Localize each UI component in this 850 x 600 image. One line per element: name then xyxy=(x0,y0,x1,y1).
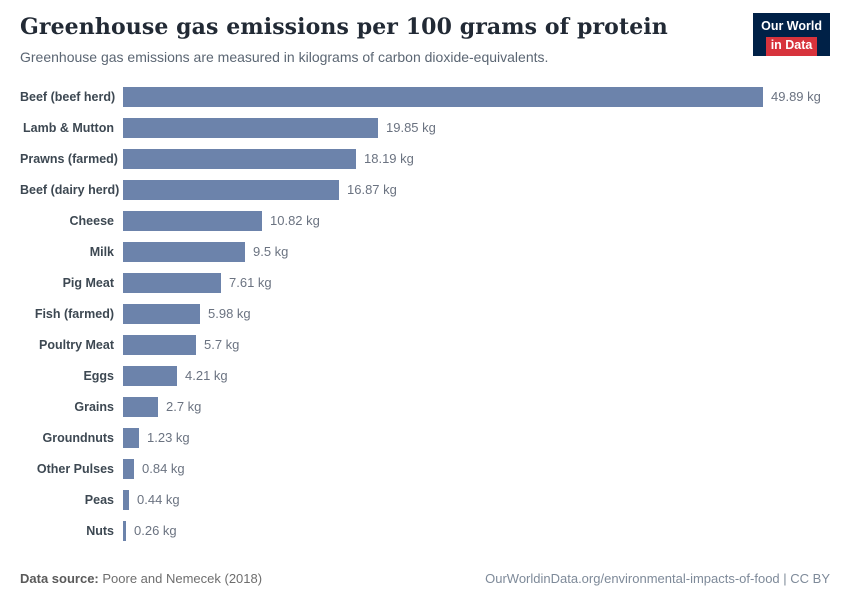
bar-zone: 5.7 kg xyxy=(123,334,830,355)
bar[interactable] xyxy=(123,86,763,107)
bar-category-label: Lamb & Mutton xyxy=(23,120,114,135)
bar-category-label: Beef (beef herd) xyxy=(20,89,116,104)
bar-value-label: 4.21 kg xyxy=(185,368,228,383)
bar[interactable] xyxy=(123,396,158,417)
bar-value-label: 0.44 kg xyxy=(137,492,180,507)
bar-value-label: 5.98 kg xyxy=(208,306,251,321)
bar-category-label: Poultry Meat xyxy=(38,337,114,352)
bar-row: Beef (dairy herd) 16.87 kg xyxy=(20,174,830,205)
bar-category-label: Nuts xyxy=(86,523,114,538)
bar-value-label: 0.26 kg xyxy=(134,523,177,538)
bar[interactable] xyxy=(123,334,196,355)
bar-zone: 7.61 kg xyxy=(123,272,830,293)
chart-header: Greenhouse gas emissions per 100 grams o… xyxy=(20,13,830,65)
bar-category-label: Eggs xyxy=(83,368,114,383)
bar-value-label: 19.85 kg xyxy=(386,120,436,135)
bar-category-label: Pig Meat xyxy=(62,275,114,290)
bar[interactable] xyxy=(123,241,245,262)
bar-value-label: 0.84 kg xyxy=(142,461,185,476)
data-source-label: Data source: xyxy=(20,571,99,586)
owid-logo-line1: Our World xyxy=(761,19,822,33)
bar-category-label: Other Pulses xyxy=(36,461,114,476)
data-source: Data source: Poore and Nemecek (2018) xyxy=(20,571,262,586)
owid-logo-line2: in Data xyxy=(765,36,818,57)
bar-row: Other Pulses 0.84 kg xyxy=(20,453,830,484)
bar-zone: 5.98 kg xyxy=(123,303,830,324)
bar-value-label: 10.82 kg xyxy=(270,213,320,228)
bar-zone: 0.26 kg xyxy=(123,520,830,541)
bar-zone: 19.85 kg xyxy=(123,117,830,138)
bar-row: Nuts 0.26 kg xyxy=(20,515,830,546)
credit-link[interactable]: OurWorldinData.org/environmental-impacts… xyxy=(485,571,830,586)
bar-row: Pig Meat 7.61 kg xyxy=(20,267,830,298)
bar-zone: 4.21 kg xyxy=(123,365,830,386)
bar-rows: Beef (beef herd) 49.89 kg Lamb & Mutton 19.… xyxy=(20,81,830,546)
bar-zone: 16.87 kg xyxy=(123,179,830,200)
bar-row: Grains 2.7 kg xyxy=(20,391,830,422)
bar-zone: 9.5 kg xyxy=(123,241,830,262)
bar-value-label: 2.7 kg xyxy=(166,399,202,414)
bar-category-label: Cheese xyxy=(69,213,114,228)
bar-row: Fish (farmed) 5.98 kg xyxy=(20,298,830,329)
bar[interactable] xyxy=(123,458,134,479)
bar[interactable] xyxy=(123,210,262,231)
bar[interactable] xyxy=(123,179,339,200)
bar-category-label: Grains xyxy=(74,399,114,414)
bar-zone: 0.44 kg xyxy=(123,489,830,510)
bar-value-label: 1.23 kg xyxy=(147,430,190,445)
bar-value-label: 5.7 kg xyxy=(204,337,240,352)
bar-row: Peas 0.44 kg xyxy=(20,484,830,515)
bar-zone: 49.89 kg xyxy=(123,86,830,107)
bar-value-label: 16.87 kg xyxy=(347,182,397,197)
bar-row: Eggs 4.21 kg xyxy=(20,360,830,391)
bar[interactable] xyxy=(123,303,200,324)
bar-row: Milk 9.5 kg xyxy=(20,236,830,267)
bar-zone: 0.84 kg xyxy=(123,458,830,479)
bar-value-label: 9.5 kg xyxy=(253,244,289,259)
bar-row: Prawns (farmed) 18.19 kg xyxy=(20,143,830,174)
bar-row: Poultry Meat 5.7 kg xyxy=(20,329,830,360)
data-source-text: Poore and Nemecek (2018) xyxy=(98,571,263,586)
bar-zone: 18.19 kg xyxy=(123,148,830,169)
chart-footer: Data source: Poore and Nemecek (2018) Ou… xyxy=(20,571,830,586)
bar-category-label: Milk xyxy=(89,244,114,259)
bar-value-label: 49.89 kg xyxy=(771,89,821,104)
bar[interactable] xyxy=(123,489,129,510)
owid-logo: Our World in Data xyxy=(753,13,830,57)
bar-row: Cheese 10.82 kg xyxy=(20,205,830,236)
bar-zone: 1.23 kg xyxy=(123,427,830,448)
bar[interactable] xyxy=(123,365,177,386)
bar-value-label: 18.19 kg xyxy=(364,151,414,166)
bar[interactable] xyxy=(123,148,356,169)
bar-row: Groundnuts 1.23 kg xyxy=(20,422,830,453)
bar-category-label: Groundnuts xyxy=(42,430,114,445)
bar[interactable] xyxy=(123,520,126,541)
chart-title: Greenhouse gas emissions per 100 grams o… xyxy=(20,14,668,40)
bar-row: Lamb & Mutton 19.85 kg xyxy=(20,112,830,143)
bar[interactable] xyxy=(123,117,378,138)
bar-category-label: Peas xyxy=(84,492,114,507)
bar-zone: 10.82 kg xyxy=(123,210,830,231)
bar[interactable] xyxy=(123,427,139,448)
chart-subtitle: Greenhouse gas emissions are measured in… xyxy=(20,49,549,65)
bar-value-label: 7.61 kg xyxy=(229,275,272,290)
bar-row: Beef (beef herd) 49.89 kg xyxy=(20,81,830,112)
bar-chart: Beef (beef herd) 49.89 kg Lamb & Mutton 19.… xyxy=(20,81,830,546)
bar[interactable] xyxy=(123,272,221,293)
bar-category-label: Prawns (farmed) xyxy=(20,151,118,166)
bar-category-label: Beef (dairy herd) xyxy=(20,182,120,197)
bar-zone: 2.7 kg xyxy=(123,396,830,417)
bar-category-label: Fish (farmed) xyxy=(34,306,114,321)
